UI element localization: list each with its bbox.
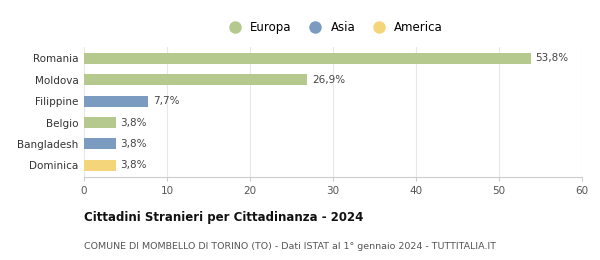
Bar [84,74,307,85]
Bar [84,117,116,128]
Bar [84,53,530,64]
Text: 3,8%: 3,8% [121,160,147,170]
Bar [84,160,116,171]
Text: 3,8%: 3,8% [121,139,147,149]
Text: 26,9%: 26,9% [312,75,346,85]
Text: 7,7%: 7,7% [153,96,179,106]
Legend: Europa, Asia, America: Europa, Asia, America [218,16,448,39]
Text: COMUNE DI MOMBELLO DI TORINO (TO) - Dati ISTAT al 1° gennaio 2024 - TUTTITALIA.I: COMUNE DI MOMBELLO DI TORINO (TO) - Dati… [84,242,496,251]
Text: Cittadini Stranieri per Cittadinanza - 2024: Cittadini Stranieri per Cittadinanza - 2… [84,211,364,224]
Text: 53,8%: 53,8% [536,53,569,63]
Text: 3,8%: 3,8% [121,118,147,127]
Bar [84,138,116,149]
Bar [84,95,148,107]
